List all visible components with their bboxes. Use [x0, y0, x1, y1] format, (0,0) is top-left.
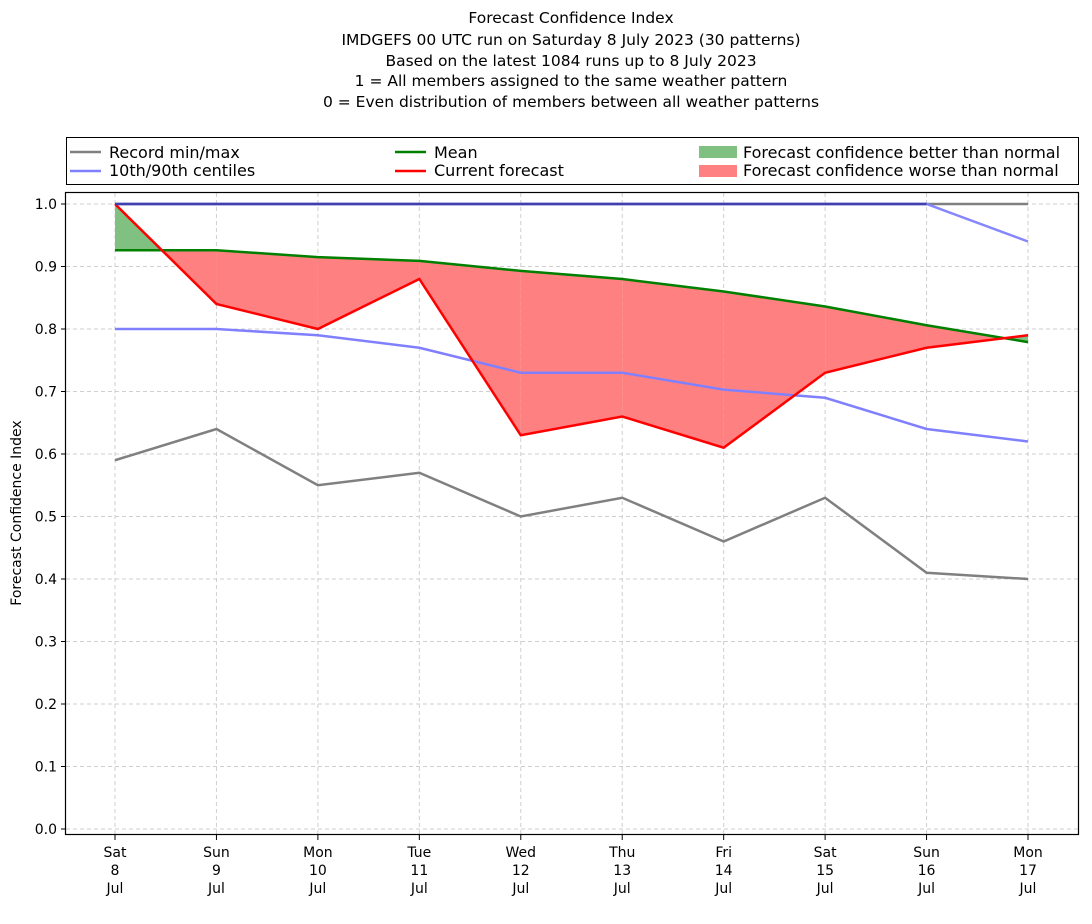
legend-label-centiles: 10th/90th centiles: [109, 161, 255, 180]
legend-entry-better: Forecast confidence better than normal: [699, 143, 1060, 162]
x-tick-label-month: Jul: [714, 881, 732, 897]
legend-entry-record: Record min/max: [70, 143, 240, 162]
legend: Record min/max 10th/90th centiles Mean C…: [66, 137, 1079, 185]
y-tick-label: 0.7: [35, 385, 57, 401]
fill-worse-than-normal: [825, 306, 927, 373]
y-axis: 0.0 0.1 0.2 0.3 0.4 0.5 0.6 0.7 0.8 0.9 1.0: [35, 197, 65, 838]
x-tick-label-month: Jul: [816, 881, 834, 897]
x-tick-label-date: 10: [309, 863, 327, 879]
series-line-current: [114, 203, 1029, 450]
y-tick-label: 0.6: [35, 447, 57, 463]
plot-frame: [64, 191, 1080, 836]
legend-swatch-worse: [699, 165, 737, 177]
x-tick-label-date: 17: [1019, 863, 1037, 879]
fill-worse-than-normal: [926, 325, 1005, 348]
x-tick-label-date: 8: [111, 863, 120, 879]
x-tick-label-date: 11: [410, 863, 428, 879]
y-tick-label: 0.3: [35, 635, 57, 651]
confidence-fills: [115, 204, 1028, 448]
fill-worse-than-normal: [520, 270, 623, 436]
x-tick-label-month: Jul: [106, 881, 124, 897]
legend-label-better: Forecast confidence better than normal: [743, 143, 1060, 162]
x-tick-label-day: Tue: [406, 845, 431, 861]
x-tick-label-day: Sat: [814, 845, 837, 861]
legend-label-worse: Forecast confidence worse than normal: [743, 161, 1059, 180]
y-tick-label: 0.2: [35, 697, 57, 713]
series-line-p90: [115, 202, 1029, 243]
series-line-p10: [115, 327, 1029, 443]
subtitle-scale-zero: 0 = Even distribution of members between…: [323, 93, 819, 111]
x-tick-label-day: Sat: [104, 845, 127, 861]
x-tick-label-month: Jul: [1019, 881, 1037, 897]
fill-worse-than-normal: [317, 257, 420, 329]
series-line-mean: [115, 249, 1029, 344]
fill-worse-than-normal: [622, 279, 724, 448]
legend-entry-worse: Forecast confidence worse than normal: [699, 161, 1059, 180]
x-axis: Sat 8 Jul Sun 9 Jul Mon 10 Jul Tue 11 Jul Wed 12 Jul Th…: [104, 835, 1043, 897]
legend-entry-centiles: 10th/90th centiles: [70, 161, 255, 180]
series-line-record-min: [114, 427, 1029, 581]
y-tick-label: 0.0: [35, 822, 57, 838]
title-line: Forecast Confidence Index: [468, 9, 673, 27]
legend-entry-current: Current forecast: [395, 161, 564, 180]
y-axis-label: Forecast Confidence Index: [9, 420, 25, 605]
x-tick-label-month: Jul: [511, 881, 529, 897]
legend-label-mean: Mean: [434, 143, 478, 162]
legend-label-current: Current forecast: [434, 161, 564, 180]
series-lines: [114, 202, 1029, 581]
x-tick-label-month: Jul: [613, 881, 631, 897]
x-tick-label-date: 13: [613, 863, 631, 879]
legend-frame: [66, 137, 1079, 185]
x-tick-label-month: Jul: [207, 881, 225, 897]
x-tick-label-month: Jul: [410, 881, 428, 897]
x-tick-label-day: Sun: [913, 845, 940, 861]
x-tick-label-day: Mon: [1013, 845, 1043, 861]
x-tick-label-date: 9: [212, 863, 221, 879]
y-tick-label: 0.8: [35, 322, 57, 338]
legend-entry-mean: Mean: [395, 143, 478, 162]
y-tick-label: 0.9: [35, 260, 57, 276]
subtitle-runs-basis: Based on the latest 1084 runs up to 8 Ju…: [385, 52, 756, 70]
x-tick-label-date: 14: [715, 863, 733, 879]
x-tick-label-month: Jul: [917, 881, 935, 897]
legend-swatch-better: [699, 146, 737, 158]
x-tick-label-day: Thu: [608, 845, 635, 861]
y-tick-label: 0.1: [35, 760, 57, 776]
x-tick-label-date: 15: [816, 863, 834, 879]
subtitle-run: IMDGEFS 00 UTC run on Saturday 8 July 20…: [341, 31, 800, 49]
x-tick-label-day: Sun: [203, 845, 230, 861]
x-tick-label-date: 12: [512, 863, 530, 879]
subtitle-scale-one: 1 = All members assigned to the same wea…: [355, 72, 788, 90]
y-tick-label: 1.0: [35, 197, 57, 213]
fill-worse-than-normal: [723, 291, 826, 448]
x-tick-label-day: Wed: [506, 845, 537, 861]
y-tick-label: 0.4: [35, 572, 57, 588]
legend-label-record: Record min/max: [109, 143, 240, 162]
fill-worse-than-normal: [419, 260, 521, 436]
x-tick-label-day: Fri: [715, 845, 732, 861]
x-tick-label-day: Mon: [303, 845, 333, 861]
x-tick-label-date: 16: [918, 863, 936, 879]
y-tick-label: 0.5: [35, 510, 57, 526]
chart-title: Forecast Confidence Index IMDGEFS 00 UTC…: [323, 9, 819, 111]
x-tick-label-month: Jul: [308, 881, 326, 897]
